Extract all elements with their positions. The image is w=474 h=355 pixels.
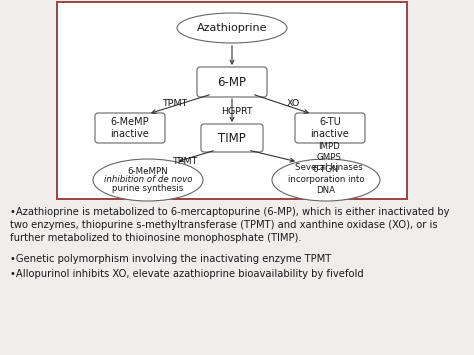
FancyBboxPatch shape <box>295 113 365 143</box>
FancyBboxPatch shape <box>95 113 165 143</box>
Text: 6-MeMPN: 6-MeMPN <box>128 167 168 176</box>
Text: 6-MeMP
inactive: 6-MeMP inactive <box>110 117 149 139</box>
FancyBboxPatch shape <box>57 2 407 199</box>
Text: •Genetic polymorphism involving the inactivating enzyme TPMT: •Genetic polymorphism involving the inac… <box>10 254 331 264</box>
FancyBboxPatch shape <box>197 67 267 97</box>
Text: XO: XO <box>286 98 300 108</box>
Ellipse shape <box>177 13 287 43</box>
Text: •Azathioprine is metabolized to 6-mercaptopurine (6-MP), which is either inactiv: •Azathioprine is metabolized to 6-mercap… <box>10 207 449 242</box>
Text: 6-TGN
incorporation into
DNA: 6-TGN incorporation into DNA <box>288 165 365 195</box>
FancyBboxPatch shape <box>201 124 263 152</box>
Text: 6-TU
inactive: 6-TU inactive <box>310 117 349 139</box>
Text: 6-MP: 6-MP <box>218 76 246 88</box>
Text: purine synthesis: purine synthesis <box>112 184 183 193</box>
Text: HGPRT: HGPRT <box>221 108 253 116</box>
Text: TPMT: TPMT <box>173 158 198 166</box>
Text: TPMT: TPMT <box>162 98 188 108</box>
Ellipse shape <box>272 159 380 201</box>
Ellipse shape <box>93 159 203 201</box>
Text: Azathioprine: Azathioprine <box>197 23 267 33</box>
Text: •Allopurinol inhibits XO, elevate azathioprine bioavailability by fivefold: •Allopurinol inhibits XO, elevate azathi… <box>10 269 364 279</box>
Text: inhibition of de novo: inhibition of de novo <box>104 175 192 185</box>
Text: TIMP: TIMP <box>218 131 246 144</box>
Text: IMPD
GMPS
Several kinases: IMPD GMPS Several kinases <box>295 142 363 172</box>
